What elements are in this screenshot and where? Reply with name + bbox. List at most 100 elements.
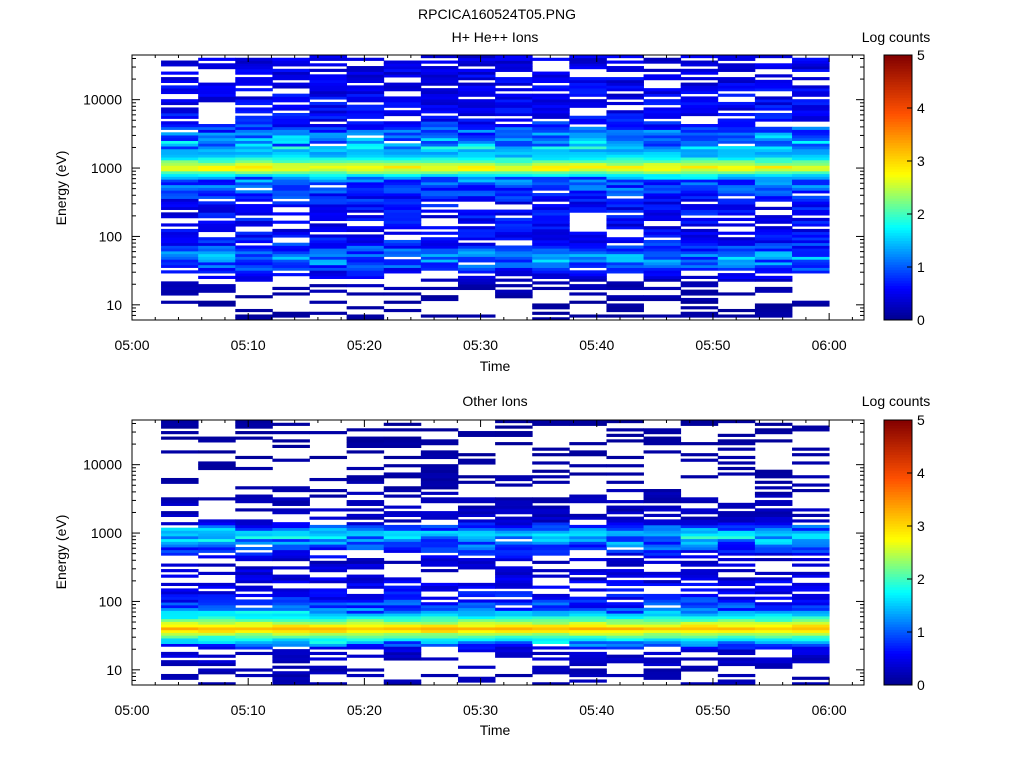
spectrogram-cell bbox=[717, 541, 756, 545]
spectrogram-cell bbox=[420, 635, 459, 639]
spectrogram-cell bbox=[754, 613, 793, 617]
spectrogram-cell bbox=[792, 682, 830, 686]
colorbar-swatch bbox=[884, 531, 912, 535]
spectrogram-cell bbox=[495, 245, 533, 249]
colorbar-swatch bbox=[884, 473, 912, 477]
spectrogram-cell bbox=[272, 60, 310, 64]
spectrogram-cell bbox=[717, 502, 756, 506]
spectrogram-cell bbox=[457, 112, 496, 117]
spectrogram-cell bbox=[532, 546, 570, 551]
spectrogram-cell bbox=[495, 148, 533, 153]
spectrogram-cell bbox=[383, 607, 422, 611]
spectrogram-cell bbox=[420, 135, 459, 139]
spectrogram-cell bbox=[532, 651, 570, 656]
spectrogram-cell bbox=[198, 635, 236, 639]
spectrogram-cell bbox=[198, 143, 236, 147]
spectrogram-cell bbox=[792, 256, 830, 260]
spectrogram-cell bbox=[643, 635, 682, 639]
spectrogram-cell bbox=[457, 176, 496, 180]
spectrogram-cell bbox=[235, 63, 273, 67]
spectrogram-cell bbox=[606, 121, 644, 125]
spectrogram-cell bbox=[272, 618, 310, 622]
spectrogram-cell bbox=[643, 494, 682, 498]
spectrogram-cell bbox=[643, 99, 682, 103]
spectrogram-cell bbox=[457, 215, 496, 219]
spectrogram-cell bbox=[717, 259, 756, 263]
colorbar-swatch bbox=[884, 264, 912, 268]
spectrogram-cell bbox=[643, 68, 682, 72]
spectrogram-cell bbox=[717, 129, 756, 133]
spectrogram-cell bbox=[198, 90, 236, 95]
spectrogram-cell bbox=[792, 154, 830, 158]
spectrogram-cell bbox=[754, 140, 793, 144]
spectrogram-cell bbox=[569, 624, 607, 628]
spectrogram-cell bbox=[383, 101, 422, 106]
spectrogram-cell bbox=[346, 439, 385, 443]
colorbar-swatch bbox=[884, 504, 912, 508]
spectrogram-cell bbox=[569, 580, 607, 584]
spectrogram-cell bbox=[680, 555, 719, 559]
spectrogram-cell bbox=[272, 613, 310, 617]
spectrogram-cell bbox=[643, 148, 682, 153]
spectrogram-cell bbox=[235, 668, 273, 672]
spectrogram-cell bbox=[235, 613, 273, 617]
spectrogram-cell bbox=[606, 618, 644, 622]
spectrogram-cell bbox=[161, 610, 199, 614]
colorbar-swatch bbox=[884, 227, 912, 231]
spectrogram-cell bbox=[532, 129, 570, 133]
spectrogram-cell bbox=[346, 442, 385, 446]
spectrogram-cell bbox=[606, 433, 644, 437]
spectrogram-cell bbox=[383, 104, 422, 108]
spectrogram-cell bbox=[457, 535, 496, 540]
spectrogram-cell bbox=[161, 181, 199, 186]
spectrogram-cell bbox=[643, 500, 682, 504]
spectrogram-cell bbox=[532, 627, 570, 631]
spectrogram-cell bbox=[161, 262, 199, 266]
spectrogram-cell bbox=[532, 682, 570, 686]
spectrogram-cell bbox=[680, 292, 719, 296]
colorbar-swatch bbox=[884, 499, 912, 503]
spectrogram-cell bbox=[680, 63, 719, 67]
spectrogram-cell bbox=[680, 132, 719, 136]
spectrogram-cell bbox=[532, 604, 570, 609]
spectrogram-cell bbox=[272, 500, 310, 504]
spectrogram-cell bbox=[457, 527, 496, 531]
spectrogram-cell bbox=[272, 96, 310, 100]
spectrogram-cell bbox=[680, 239, 719, 244]
spectrogram-cell bbox=[606, 220, 644, 224]
spectrogram-cell bbox=[495, 580, 533, 584]
spectrogram-cell bbox=[383, 215, 422, 219]
x-tick-label: 05:00 bbox=[114, 337, 149, 353]
colorbar-swatch bbox=[884, 446, 912, 450]
spectrogram-cell bbox=[346, 124, 385, 128]
colorbar-swatch bbox=[884, 131, 912, 135]
spectrogram-cell bbox=[346, 533, 385, 537]
spectrogram-cell bbox=[198, 549, 236, 553]
colorbar-swatch bbox=[884, 560, 912, 564]
spectrogram-cell bbox=[717, 267, 756, 271]
spectrogram-cell bbox=[680, 256, 719, 260]
spectrogram-cell bbox=[383, 640, 422, 644]
colorbar-swatch bbox=[884, 491, 912, 495]
spectrogram-cell bbox=[457, 107, 496, 111]
spectrogram-cell bbox=[457, 505, 496, 509]
spectrogram-cell bbox=[235, 273, 273, 277]
spectrogram-cell bbox=[643, 184, 682, 188]
spectrogram-cell bbox=[457, 643, 496, 647]
spectrogram-cell bbox=[420, 286, 459, 291]
spectrogram-cell bbox=[272, 679, 310, 683]
spectrogram-cell bbox=[235, 110, 273, 114]
spectrogram-cell bbox=[161, 627, 199, 631]
spectrogram-cell bbox=[792, 129, 830, 133]
spectrogram-cell bbox=[680, 262, 719, 266]
spectrogram-cell bbox=[383, 66, 422, 70]
spectrogram-cell bbox=[161, 284, 199, 288]
colorbar-swatch bbox=[884, 240, 912, 244]
spectrogram-cell bbox=[235, 135, 273, 139]
spectrogram-cell bbox=[198, 535, 236, 540]
spectrogram-cell bbox=[198, 228, 236, 233]
spectrogram-cell bbox=[346, 638, 385, 642]
spectrogram-cell bbox=[309, 538, 348, 542]
spectrogram-cell bbox=[272, 627, 310, 631]
spectrogram-cell bbox=[198, 184, 236, 188]
